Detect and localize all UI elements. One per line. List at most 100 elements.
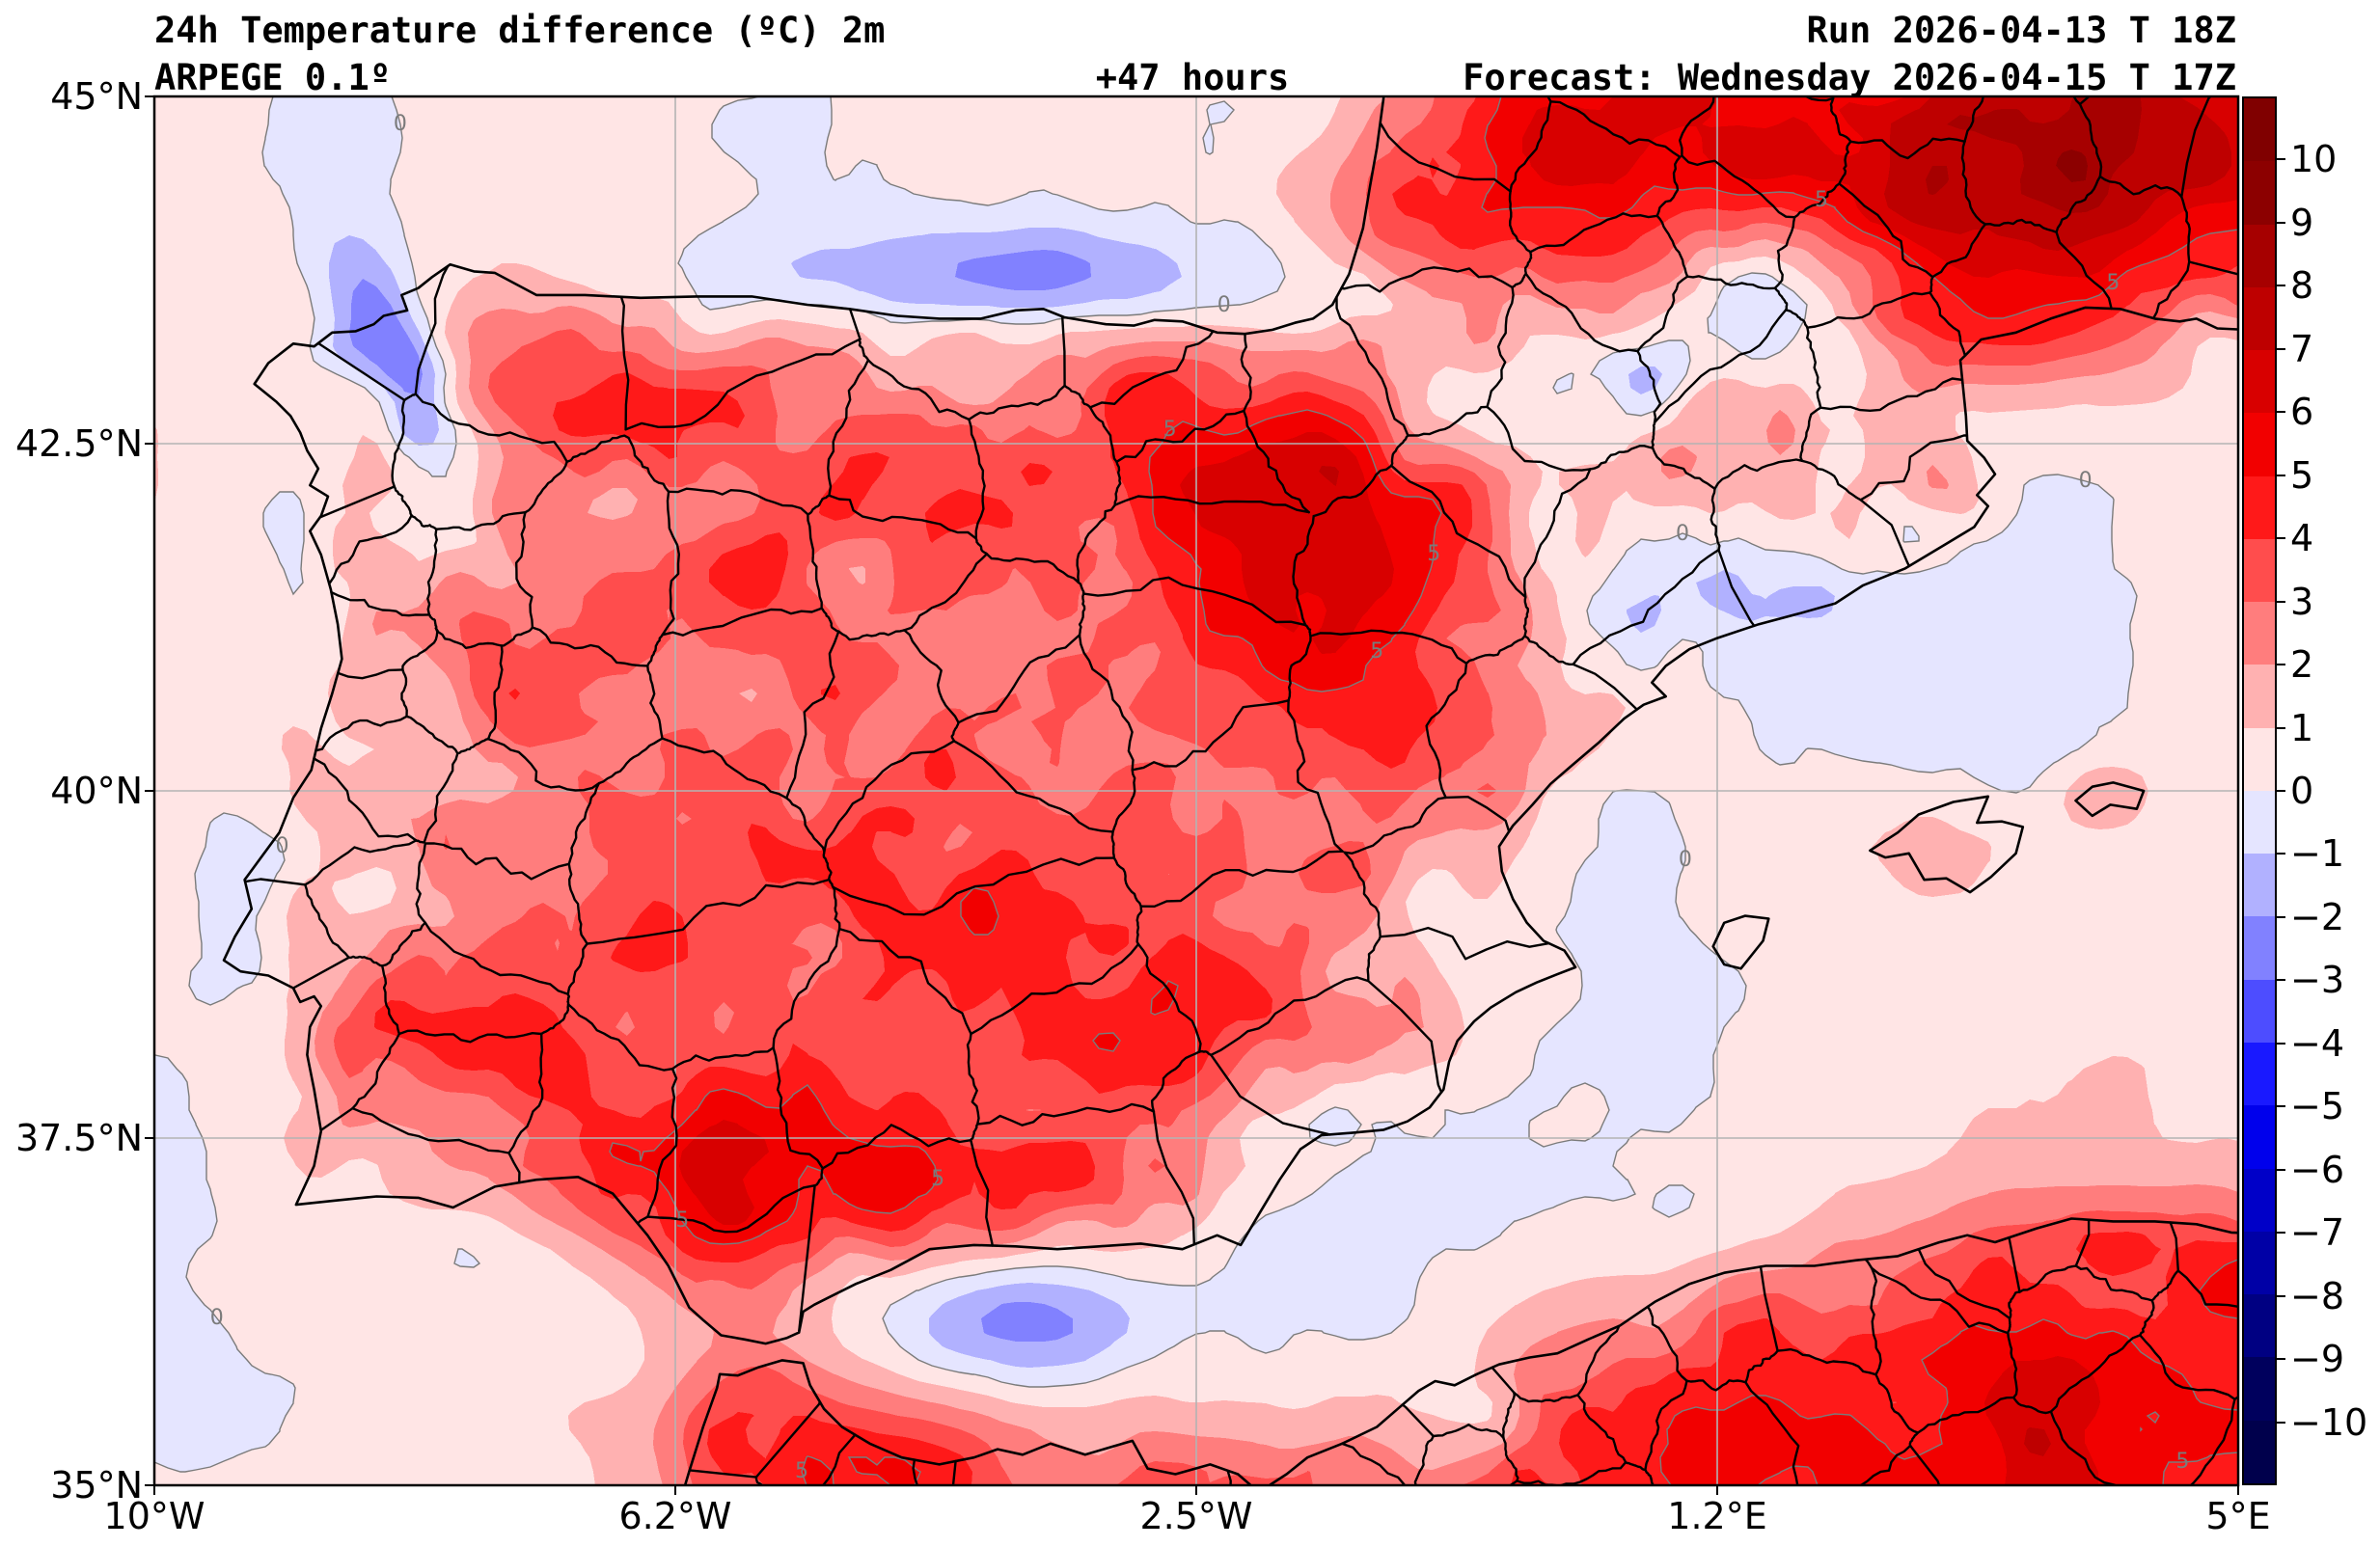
forecast-label: Forecast: Wednesday 2026-04-15 T 17Z	[1463, 57, 2236, 98]
colorbar-tick-mark	[2277, 537, 2285, 540]
contour-value-label: 0	[1676, 521, 1689, 546]
colorbar-tick-label: −2	[2290, 895, 2345, 938]
colorbar-tick-label: −6	[2290, 1148, 2345, 1191]
colorbar-tick-label: 1	[2290, 706, 2314, 749]
lon-tick-label: 10°W	[103, 1495, 205, 1537]
colorbar-band	[2244, 1357, 2275, 1421]
colorbar-tick-label: 4	[2290, 517, 2314, 560]
colorbar-tick-mark	[2277, 1421, 2285, 1424]
contour-value-label: 5	[1815, 188, 1828, 212]
graticule-layer	[154, 96, 2238, 1485]
colorbar-tick-mark	[2277, 1294, 2285, 1297]
colorbar-tick-mark	[2277, 1358, 2285, 1361]
lead-time-label: +47 hours	[1095, 57, 1290, 98]
contour-value-label: 0	[1678, 848, 1692, 872]
lat-tick-label: 40°N	[50, 770, 143, 812]
contour-value-label: 0	[393, 111, 407, 136]
colorbar-tick-mark	[2277, 411, 2285, 414]
lon-tick-mark	[153, 1486, 155, 1495]
lon-tick-label: 1.2°E	[1667, 1495, 1767, 1537]
colorbar-tick-label: 9	[2290, 201, 2314, 244]
lat-tick-mark	[145, 95, 153, 97]
lon-tick-mark	[1716, 1486, 1718, 1495]
colorbar-tick-label: 0	[2290, 770, 2314, 812]
colorbar-band	[2244, 1105, 2275, 1169]
lon-tick-label: 6.2°W	[618, 1495, 732, 1537]
colorbar-band	[2244, 665, 2275, 728]
colorbar-band	[2244, 475, 2275, 539]
contour-value-label: 5	[931, 1167, 945, 1192]
colorbar-band	[2244, 1420, 2275, 1483]
lon-tick-label: 2.5°W	[1139, 1495, 1253, 1537]
colorbar-tick-label: −10	[2290, 1400, 2368, 1444]
colorbar-band	[2244, 350, 2275, 414]
colorbar-band	[2244, 979, 2275, 1043]
contour-value-label: 5	[1370, 639, 1384, 664]
lat-tick-label: 45°N	[50, 75, 143, 118]
colorbar-band	[2244, 602, 2275, 665]
coastline-layer	[222, 96, 2238, 1485]
colorbar-tick-label: −8	[2290, 1274, 2345, 1317]
lat-tick-mark	[145, 443, 153, 445]
colorbar-tick-mark	[2277, 726, 2285, 729]
colorbar-tick-mark	[2277, 1042, 2285, 1045]
colorbar-tick-mark	[2277, 1105, 2285, 1108]
contour-value-label: 5	[2175, 1449, 2190, 1474]
contour-value-label: 5	[795, 1458, 809, 1483]
contour-line-layer	[154, 96, 2238, 1485]
colorbar-band	[2244, 727, 2275, 791]
lat-tick-label: 37.5°N	[14, 1117, 143, 1159]
run-label: Run 2026-04-13 T 18Z	[1806, 10, 2236, 51]
figure-title: 24h Temperature difference (ºC) 2m	[154, 10, 886, 51]
colorbar-tick-label: 8	[2290, 264, 2314, 308]
colorbar-tick-mark	[2277, 285, 2285, 287]
colorbar-tick-label: −3	[2290, 959, 2345, 1002]
colorbar-band	[2244, 413, 2275, 476]
colorbar-tick-mark	[2277, 664, 2285, 666]
colorbar-tick-label: −1	[2290, 832, 2345, 876]
colorbar-tick-label: −4	[2290, 1021, 2345, 1065]
contour-value-label: 5	[1163, 417, 1177, 442]
colorbar-tick-label: −9	[2290, 1338, 2345, 1381]
lon-tick-mark	[1195, 1486, 1197, 1495]
colorbar-tick-mark	[2277, 474, 2285, 476]
colorbar-tick-mark	[2277, 1168, 2285, 1171]
colorbar-band	[2244, 98, 2275, 162]
colorbar-band	[2244, 286, 2275, 351]
colorbar-tick-label: 5	[2290, 453, 2314, 497]
colorbar-band	[2244, 1168, 2275, 1232]
lat-tick-mark	[145, 1484, 153, 1486]
contour-value-label: 5	[2106, 271, 2120, 296]
colorbar-tick-mark	[2277, 221, 2285, 224]
colorbar	[2242, 96, 2277, 1485]
lon-tick-mark	[674, 1486, 676, 1495]
colorbar-tick-mark	[2277, 853, 2285, 855]
contour-value-label: 5	[1427, 542, 1441, 567]
colorbar-band	[2244, 916, 2275, 980]
lat-tick-mark	[145, 1137, 153, 1139]
colorbar-tick-label: 3	[2290, 580, 2314, 623]
lat-tick-label: 42.5°N	[14, 422, 143, 465]
contour-value-label: 5	[675, 1208, 690, 1234]
contour-value-label: 0	[1217, 293, 1231, 318]
colorbar-tick-label: 6	[2290, 391, 2314, 434]
map-frame	[152, 95, 2240, 1487]
colorbar-band	[2244, 790, 2275, 855]
lon-tick-label: 5°E	[2205, 1495, 2271, 1537]
colorbar-band	[2244, 1294, 2275, 1358]
colorbar-tick-mark	[2277, 1232, 2285, 1235]
colorbar-tick-label: 10	[2290, 138, 2338, 181]
lat-tick-label: 35°N	[50, 1464, 143, 1506]
colorbar-band	[2244, 1231, 2275, 1295]
colorbar-band	[2244, 161, 2275, 225]
colorbar-tick-mark	[2277, 979, 2285, 982]
lon-tick-mark	[2237, 1486, 2239, 1495]
colorbar-tick-label: 7	[2290, 327, 2314, 370]
colorbar-tick-mark	[2277, 915, 2285, 918]
colorbar-tick-label: −5	[2290, 1085, 2345, 1128]
colorbar-tick-mark	[2277, 347, 2285, 350]
colorbar-band	[2244, 224, 2275, 287]
contour-value-label: 0	[209, 1306, 224, 1331]
